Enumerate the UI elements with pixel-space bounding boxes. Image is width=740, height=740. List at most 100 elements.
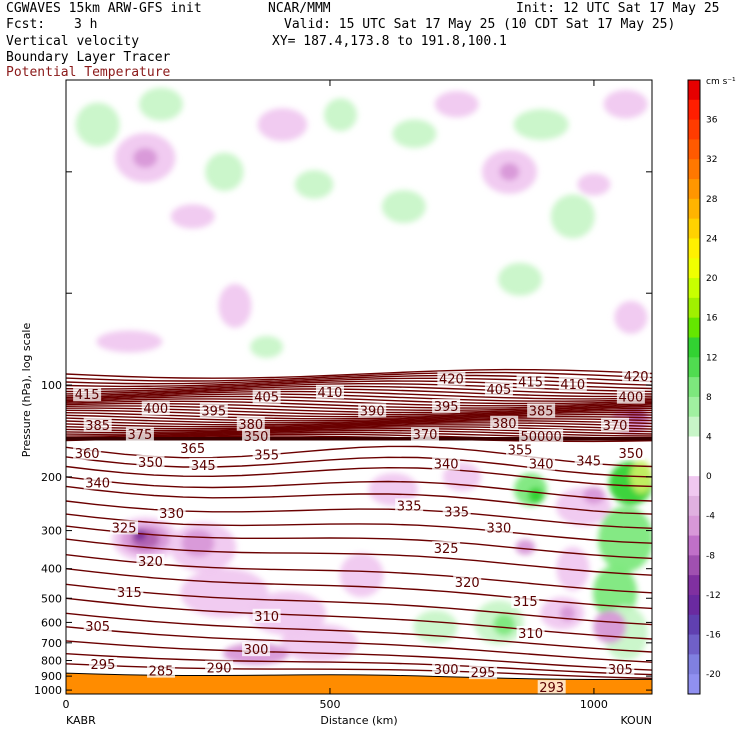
theta-label-bg [83, 618, 112, 633]
colorbar-swatch [688, 396, 700, 418]
colorbar-swatch [688, 555, 700, 576]
theta-label: 420 [439, 373, 464, 388]
colorbar-tick-label: -4 [706, 512, 715, 522]
theta-label-bg [236, 416, 265, 431]
y-axis-label: Pressure (hPa), log scale [20, 323, 33, 458]
theta-label-bg [432, 398, 461, 413]
theta-label: 300 [244, 643, 269, 658]
theta-label: 290 [207, 662, 232, 677]
theta-label: 375 [127, 428, 152, 443]
theta-label: 293 [539, 681, 564, 696]
colorbar-swatch [688, 456, 700, 477]
theta-label-bg [242, 428, 271, 443]
colorbar-unit: cm s⁻¹ [706, 77, 736, 87]
theta-label: 300 [434, 663, 459, 678]
theta-label-bg [484, 382, 513, 397]
y-tick-label: 300 [41, 525, 62, 538]
colorbar-swatch [688, 139, 700, 160]
theta-label-bg [490, 415, 519, 430]
colorbar-tick-label: 36 [706, 116, 718, 126]
y-tick-label: 100 [41, 379, 62, 392]
init-time: Init: 12 UTC Sat 17 May 25 [516, 1, 720, 16]
theta-label: 360 [75, 447, 100, 462]
theta-label-bg [189, 457, 218, 472]
theta-label: 315 [513, 595, 538, 610]
colorbar-tick-label: 20 [706, 274, 718, 284]
theta-label-bg [88, 657, 117, 672]
theta-label: 410 [560, 378, 585, 393]
colorbar-swatch [688, 575, 700, 596]
theta-label-bg [537, 680, 566, 694]
theta-label: 350 [244, 430, 269, 445]
colorbar-tick-label: -8 [706, 551, 715, 561]
forecast-hours: 3 h [74, 17, 98, 32]
theta-label: 400 [143, 402, 168, 417]
colorbar-swatch [688, 674, 700, 695]
x-axis-label: Distance (km) [320, 714, 397, 727]
colorbar-swatch [688, 278, 700, 299]
colorbar-tick-label: -20 [706, 670, 721, 680]
colorbar-swatch [688, 535, 700, 556]
theta-label: 310 [254, 610, 279, 625]
theta-label: 335 [444, 506, 469, 521]
theta-label-bg [125, 427, 154, 442]
theta-label: 325 [112, 521, 137, 536]
theta-label: 310 [518, 627, 543, 642]
colorbar-tick-label: 24 [706, 234, 718, 244]
theta-label: 295 [91, 658, 116, 673]
colorbar-swatch [688, 297, 700, 319]
colorbar-tick-label: 28 [706, 195, 718, 205]
theta-label-bg [601, 417, 630, 432]
theta-label: 415 [75, 388, 100, 403]
theta-label-bg [110, 520, 139, 535]
theta-label: 420 [624, 370, 649, 385]
theta-label-bg [252, 447, 281, 462]
theta-label-bg [516, 626, 545, 641]
y-tick-label: 700 [41, 637, 62, 650]
theta-label-bg [395, 498, 424, 513]
theta-label-bg [432, 456, 461, 471]
colorbar-frame [687, 79, 701, 695]
theta-label-bg [622, 368, 651, 383]
theta-label: 345 [191, 459, 216, 474]
theta-label: 390 [360, 404, 385, 419]
theta-label-bg [252, 389, 281, 404]
x-tick-label: 0 [63, 698, 70, 711]
theta-label-bg [115, 584, 144, 599]
theta-label: 330 [486, 521, 511, 536]
theta-label-bg [178, 440, 207, 455]
colorbar-swatch [688, 594, 700, 616]
x-tick-label: 1000 [580, 698, 608, 711]
colorbar-swatch [688, 317, 700, 338]
forecast-label: Fcst: [6, 17, 46, 32]
theta-label-bg [205, 660, 234, 675]
colorbar-tick-label: -12 [706, 591, 721, 601]
theta-label: 355 [254, 448, 279, 463]
valid-time: Valid: 15 UTC Sat 17 May 25 (10 CDT Sat … [284, 17, 676, 32]
theta-label-bg [558, 377, 587, 392]
colorbar-tick-label: 16 [706, 314, 718, 324]
theta-label: 395 [201, 404, 226, 419]
theta-label-bg [242, 642, 271, 657]
colorbar-swatch [688, 179, 700, 200]
theta-label-bg [432, 661, 461, 676]
y-tick-label: 1000 [34, 684, 62, 697]
theta-label: 380 [492, 417, 517, 432]
y-tick-label: 900 [41, 670, 62, 683]
colorbar-swatch [688, 614, 700, 636]
colorbar-swatch [688, 119, 700, 140]
x-tick-label: 500 [319, 698, 340, 711]
colorbar-tick-label: -16 [706, 631, 721, 641]
theta-label-bg [606, 662, 635, 677]
colorbar-swatch [688, 416, 700, 438]
theta-label: 295 [471, 666, 496, 681]
theta-label: 305 [85, 620, 110, 635]
theta-label-bg [315, 384, 344, 399]
theta-label-bg [453, 574, 482, 589]
theta-label-bg [136, 553, 165, 568]
theta-label-bg [527, 456, 556, 471]
colorbar-tick-label: 32 [706, 155, 717, 165]
field-potential-temperature: Potential Temperature [6, 65, 171, 80]
colorbar-swatch [688, 99, 700, 121]
theta-label-bg [469, 665, 498, 680]
